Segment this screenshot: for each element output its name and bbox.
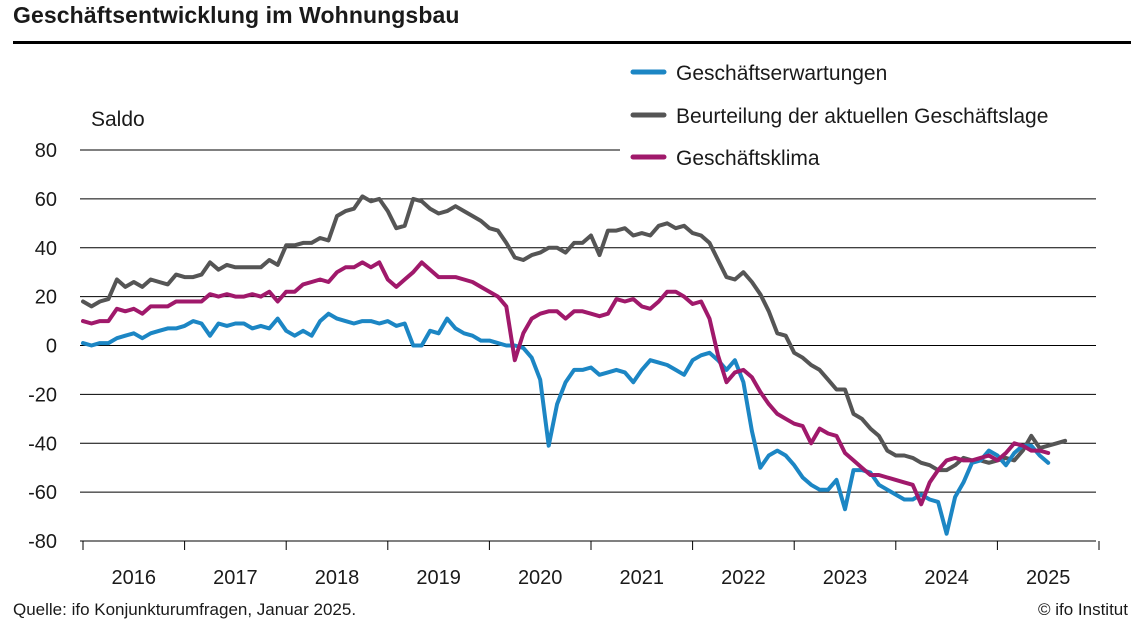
- series-line-expectations: [81, 311, 1051, 536]
- y-tick-label: -60: [28, 482, 57, 504]
- x-tick-label: 2023: [823, 567, 868, 589]
- series-lines: [81, 194, 1068, 536]
- y-tick-label: -20: [28, 384, 57, 406]
- gridlines: [80, 149, 1096, 542]
- x-tick-label: 2016: [112, 567, 157, 589]
- x-tick-label: 2022: [721, 567, 766, 589]
- y-tick-label: -80: [28, 531, 57, 553]
- x-tick-label: 2017: [213, 567, 258, 589]
- x-tick-label: 2024: [924, 567, 969, 589]
- y-tick-label: 60: [35, 189, 57, 211]
- y-tick-label: -40: [28, 433, 57, 455]
- y-tick-label: 80: [35, 140, 57, 162]
- x-tick-label: 2025: [1026, 567, 1071, 589]
- source-note: Quelle: ifo Konjunkturumfragen, Januar 2…: [13, 600, 357, 619]
- x-axis: 2016 2017 2018 2019 2020 2021 2022 2023 2024 2025: [82, 541, 1100, 589]
- y-tick-label: 40: [35, 238, 57, 260]
- legend-label: Beurteilung der aktuellen Geschäftslage: [676, 105, 1048, 128]
- x-tick-label: 2021: [620, 567, 665, 589]
- legend-label: Geschäftserwartungen: [676, 62, 887, 85]
- y-axis: 80 60 40 20 0 -20 -40 -60 -80: [28, 140, 57, 553]
- series-line-climate: [81, 260, 1051, 507]
- legend-label: Geschäftsklima: [676, 147, 820, 170]
- y-tick-label: 0: [46, 336, 57, 358]
- series-line-situation: [81, 194, 1068, 473]
- x-tick-label: 2018: [315, 567, 360, 589]
- y-tick-label: 20: [35, 287, 57, 309]
- x-tick-label: 2020: [518, 567, 563, 589]
- x-tick-label: 2019: [416, 567, 461, 589]
- y-axis-label: Saldo: [91, 108, 145, 131]
- legend: Geschäftserwartungen Beurteilung der aktu…: [630, 62, 1048, 170]
- copyright-note: © ifo Institut: [1037, 600, 1128, 619]
- chart-title: Geschäftsentwicklung im Wohnungsbau: [13, 2, 460, 28]
- title-rule: [13, 41, 1131, 44]
